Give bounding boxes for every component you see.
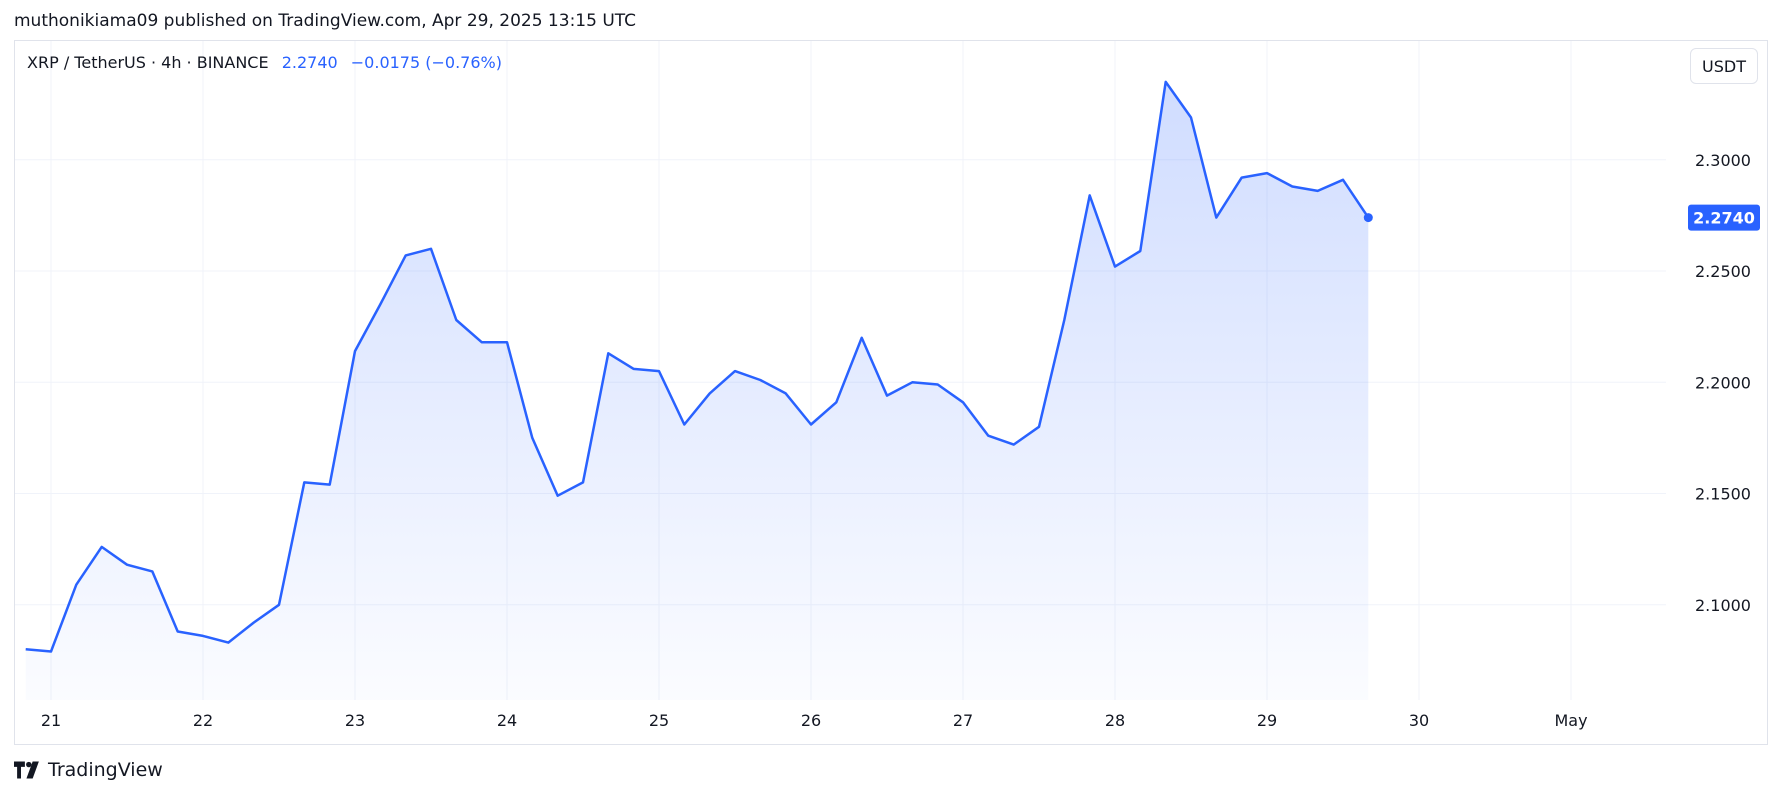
data-point[interactable] — [1340, 177, 1346, 183]
last-price-badge — [1688, 204, 1760, 231]
data-point[interactable] — [631, 366, 637, 372]
data-point[interactable] — [1112, 264, 1118, 270]
data-point[interactable] — [884, 393, 890, 399]
y-tick-label: 2.2500 — [1695, 262, 1751, 281]
data-point[interactable] — [377, 301, 383, 307]
data-point[interactable] — [276, 602, 282, 608]
data-point[interactable] — [327, 482, 333, 488]
tradingview-logo-icon — [14, 761, 39, 779]
data-point[interactable] — [707, 390, 713, 396]
data-point[interactable] — [175, 629, 181, 635]
price-area-fill — [25, 81, 1369, 700]
data-point[interactable] — [99, 544, 105, 550]
data-point[interactable] — [48, 649, 54, 655]
data-point[interactable] — [783, 390, 789, 396]
data-point[interactable] — [1188, 115, 1194, 121]
data-point[interactable] — [808, 422, 814, 428]
data-point[interactable] — [301, 479, 307, 485]
x-tick-label: 22 — [193, 711, 213, 730]
x-tick-label: 23 — [345, 711, 365, 730]
x-tick-label: 24 — [497, 711, 517, 730]
x-tick-label: 28 — [1105, 711, 1125, 730]
data-point[interactable] — [1036, 424, 1042, 430]
footer-brand[interactable]: TradingView — [14, 759, 163, 781]
x-tick-label: 21 — [41, 711, 61, 730]
legend-price: 2.2740 — [281, 53, 338, 72]
x-tick-label: May — [1554, 711, 1587, 730]
symbol-legend: XRP / TetherUS · 4h · BINANCE 2.2740 −0.… — [27, 53, 502, 72]
data-point[interactable] — [403, 252, 409, 258]
data-point[interactable] — [935, 382, 941, 388]
data-point[interactable] — [124, 562, 130, 568]
data-point[interactable] — [200, 633, 206, 639]
data-point[interactable] — [681, 422, 687, 428]
x-tick-label: 26 — [801, 711, 821, 730]
data-point[interactable] — [1011, 442, 1017, 448]
data-point[interactable] — [73, 582, 79, 588]
data-point[interactable] — [428, 246, 434, 252]
y-tick-label: 2.3000 — [1695, 151, 1751, 170]
y-tick-label: 2.1000 — [1695, 596, 1751, 615]
symbol-title: XRP / TetherUS · 4h · BINANCE — [27, 53, 269, 72]
data-point[interactable] — [1163, 79, 1169, 85]
y-tick-label: 2.1500 — [1695, 485, 1751, 504]
data-point[interactable] — [1061, 317, 1067, 323]
data-point[interactable] — [580, 479, 586, 485]
data-point[interactable] — [504, 339, 510, 345]
data-point[interactable] — [1239, 175, 1245, 181]
data-point[interactable] — [1264, 170, 1270, 176]
data-point[interactable] — [352, 348, 358, 354]
chart-frame — [14, 40, 1768, 745]
data-point[interactable] — [1087, 192, 1093, 198]
x-tick-label: 27 — [953, 711, 973, 730]
data-point[interactable] — [909, 379, 915, 385]
data-point[interactable] — [656, 368, 662, 374]
x-tick-label: 25 — [649, 711, 669, 730]
data-point[interactable] — [732, 368, 738, 374]
data-point[interactable] — [960, 399, 966, 405]
footer-brand-label: TradingView — [48, 759, 163, 781]
price-series-line[interactable] — [25, 80, 1370, 653]
data-point[interactable] — [529, 435, 535, 441]
x-tick-label: 30 — [1409, 711, 1429, 730]
data-point[interactable] — [23, 646, 29, 652]
data-point[interactable] — [833, 399, 839, 405]
last-price-badge-label: 2.2740 — [1693, 209, 1755, 228]
currency-unit-button[interactable]: USDT — [1690, 48, 1758, 84]
data-point[interactable] — [1289, 184, 1295, 190]
data-point[interactable] — [859, 335, 865, 341]
published-caption: muthonikiama09 published on TradingView.… — [14, 11, 637, 31]
data-point[interactable] — [555, 493, 561, 499]
data-point[interactable] — [1315, 188, 1321, 194]
x-tick-label: 29 — [1257, 711, 1277, 730]
data-point[interactable] — [479, 339, 485, 345]
data-point[interactable] — [149, 568, 155, 574]
data-point[interactable] — [225, 640, 231, 646]
y-tick-label: 2.2000 — [1695, 373, 1751, 392]
data-point[interactable] — [605, 350, 611, 356]
data-point[interactable] — [251, 620, 257, 626]
data-point[interactable] — [453, 317, 459, 323]
data-point[interactable] — [1137, 248, 1143, 254]
last-price-dot — [1363, 213, 1373, 223]
data-point[interactable] — [985, 433, 991, 439]
data-point[interactable] — [757, 377, 763, 383]
legend-change: −0.0175 (−0.76%) — [350, 53, 502, 72]
data-point[interactable] — [1213, 215, 1219, 221]
